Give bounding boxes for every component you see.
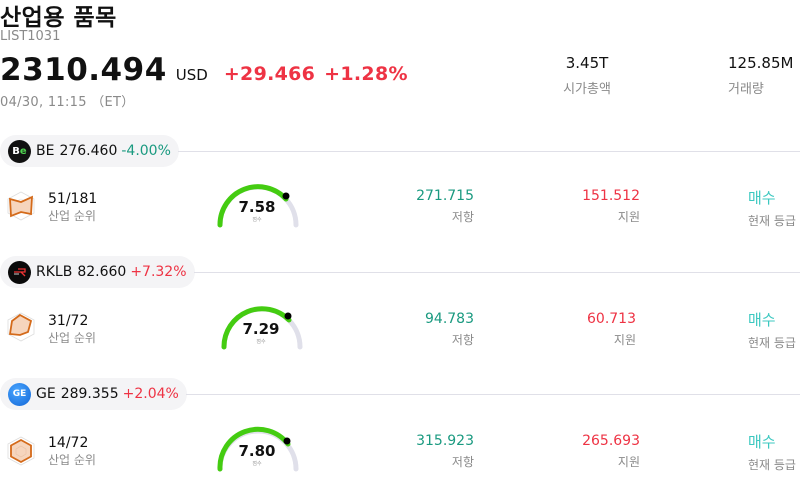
rating-label: 현재 등급 [748,214,796,228]
resistance-label: 저항 [451,210,474,224]
section-divider [178,151,800,152]
price-row: 2310.494 USD +29.466 +1.28% [0,52,408,88]
score-label: 점수 [256,339,266,345]
section-divider [186,394,800,395]
score-value: 7.58 [238,198,276,216]
volume-value: 125.85M [728,54,794,72]
ge-logo-icon: GE [8,382,31,406]
industry-rank-value: 31/72 [48,313,89,329]
stock-symbol: BE [36,143,55,159]
rating-label: 현재 등급 [748,458,796,472]
market-cap-stat: 3.45T 시가총액 [552,54,622,97]
resistance-value: 271.715 [416,188,474,204]
support-metric: 60.713 지원 [560,311,636,348]
rating-label: 현재 등급 [748,336,796,350]
index-code: LIST1031 [0,29,61,44]
industry-rank-value: 14/72 [48,435,89,451]
stock-price: 276.460 [59,143,118,159]
resistance-value: 315.923 [416,433,474,449]
support-label: 지원 [617,210,640,224]
score-label: 점수 [252,217,262,223]
resistance-label: 저항 [451,333,474,347]
current-rating: 매수 현재 등급 [748,309,796,351]
stock-section-ge: GE GE 289.355 +2.04% 14/72 산업 순위 7.80 점수… [0,378,800,488]
stock-change-pct: +2.04% [122,386,179,402]
industry-rank-radar-icon [7,436,35,466]
rating-value: 매수 [748,311,776,329]
support-metric: 151.512 지원 [560,188,640,225]
score-gauge: 7.58 점수 [215,181,305,229]
support-metric: 265.693 지원 [560,433,640,470]
stock-symbol: GE [36,386,56,402]
timestamp: 04/30, 11:15 （ET） [0,95,135,110]
rocket-lab-logo-icon [8,260,31,284]
score-value: 7.29 [242,320,280,338]
volume-stat: 125.85M 거래량 [728,54,800,97]
support-value: 265.693 [582,433,640,449]
market-cap-label: 시가총액 [563,82,611,97]
resistance-value: 94.783 [425,311,474,327]
page-title: 산업용 품목 [0,5,117,31]
industry-rank-label: 산업 순위 [48,453,96,467]
score-gauge: 7.29 점수 [219,303,309,351]
market-cap-value: 3.45T [565,54,609,72]
industry-rank-label: 산업 순위 [48,209,96,223]
resistance-metric: 94.783 저항 [400,311,474,348]
current-rating: 매수 현재 등급 [748,187,796,229]
score-gauge: 7.80 점수 [215,425,305,473]
stock-section-rklb: RKLB 82.660 +7.32% 31/72 산업 순위 7.29 점수 9… [0,256,800,376]
industry-rank-radar-icon [7,191,35,221]
rating-value: 매수 [748,433,776,451]
support-value: 151.512 [582,188,640,204]
section-divider [194,272,800,273]
score-label: 점수 [252,461,262,467]
support-label: 지원 [617,455,640,469]
resistance-metric: 315.923 저항 [400,433,474,470]
rating-value: 매수 [748,189,776,207]
industry-rank-value: 51/181 [48,191,98,207]
industry-rank-label: 산업 순위 [48,331,96,345]
stock-price: 82.660 [77,264,127,280]
volume-label: 거래량 [728,82,764,97]
stock-price: 289.355 [60,386,119,402]
stock-symbol: RKLB [36,264,73,280]
price-change-pct: +1.28% [324,63,408,85]
stock-change-pct: +7.32% [130,264,187,280]
support-value: 60.713 [587,311,636,327]
currency: USD [175,66,208,84]
stock-pill-rklb[interactable]: RKLB 82.660 +7.32% [0,256,195,288]
current-rating: 매수 현재 등급 [748,431,796,473]
price-change: +29.466 [223,63,316,85]
stock-pill-ge[interactable]: GE GE 289.355 +2.04% [0,378,187,410]
resistance-label: 저항 [451,455,474,469]
index-price: 2310.494 [0,52,167,88]
resistance-metric: 271.715 저항 [400,188,474,225]
industry-rank-radar-icon [7,312,35,342]
support-label: 지원 [613,333,636,347]
stock-change-pct: -4.00% [121,143,171,159]
score-value: 7.80 [238,442,276,460]
